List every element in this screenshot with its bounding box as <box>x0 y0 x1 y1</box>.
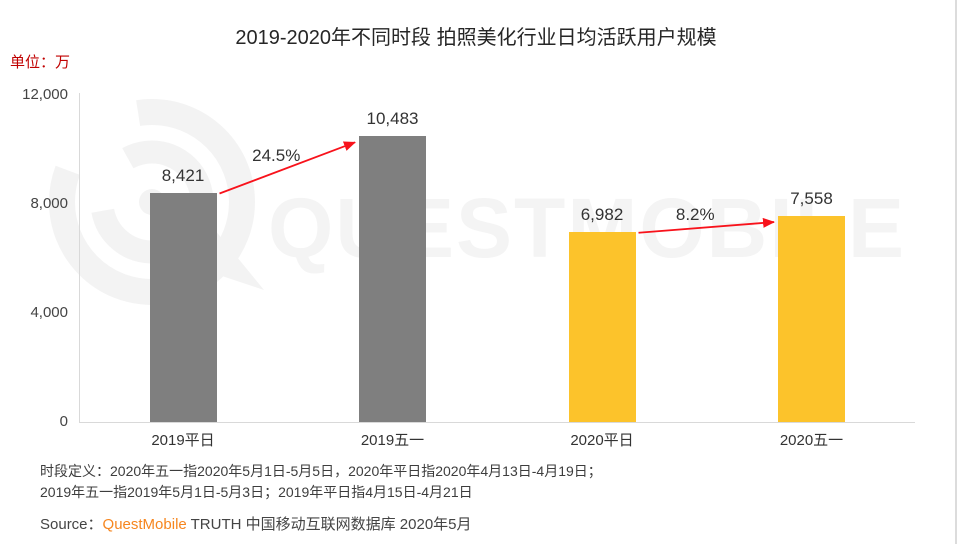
source-line: Source：QuestMobile TRUTH 中国移动互联网数据库 2020… <box>40 513 472 534</box>
growth-rate-label: 8.2% <box>675 205 715 225</box>
chart-title: 2019-2020年不同时段 拍照美化行业日均活跃用户规模 <box>235 27 717 49</box>
page-right-border <box>955 0 957 544</box>
bar-1 <box>149 192 217 422</box>
y-axis-tick-label: 4,000 <box>30 304 68 321</box>
source-suffix: TRUTH 中国移动互联网数据库 2020年5月 <box>186 516 472 533</box>
x-axis-label: 2019五一 <box>360 432 425 449</box>
y-axis-tick-label: 8,000 <box>30 195 68 212</box>
x-axis-label: 2019平日 <box>151 432 215 449</box>
source-brand: QuestMobile <box>102 516 187 533</box>
bar-4 <box>778 216 845 422</box>
footnote-line2: 2019年五一指2019年5月1日-5月3日；2019年平日指4月15日-4月2… <box>40 484 473 500</box>
x-axis-label: 2020五一 <box>779 432 844 449</box>
bar-value-label: 8,421 <box>161 165 205 185</box>
y-axis-tick-label: 12,000 <box>22 86 68 103</box>
unit-label: 单位：万 <box>10 54 71 71</box>
y-axis-tick-label: 0 <box>59 413 68 430</box>
growth-rate-label: 24.5% <box>252 145 301 165</box>
bar-value-label: 6,982 <box>580 204 624 224</box>
bar-value-label: 7,558 <box>790 189 833 209</box>
bar-value-label: 10,483 <box>366 109 419 129</box>
bar-3 <box>568 231 636 422</box>
x-axis-label: 2020平日 <box>570 432 634 449</box>
bar-2 <box>359 136 426 422</box>
x-axis-line <box>79 422 915 423</box>
footnote-line1: 时段定义：2020年五一指2020年5月1日-5月5日，2020年平日指2020… <box>40 463 602 479</box>
y-axis-line <box>79 93 80 423</box>
footnote: 时段定义：2020年五一指2020年5月1日-5月5日，2020年平日指2020… <box>40 461 602 503</box>
source-prefix: Source： <box>40 516 103 533</box>
